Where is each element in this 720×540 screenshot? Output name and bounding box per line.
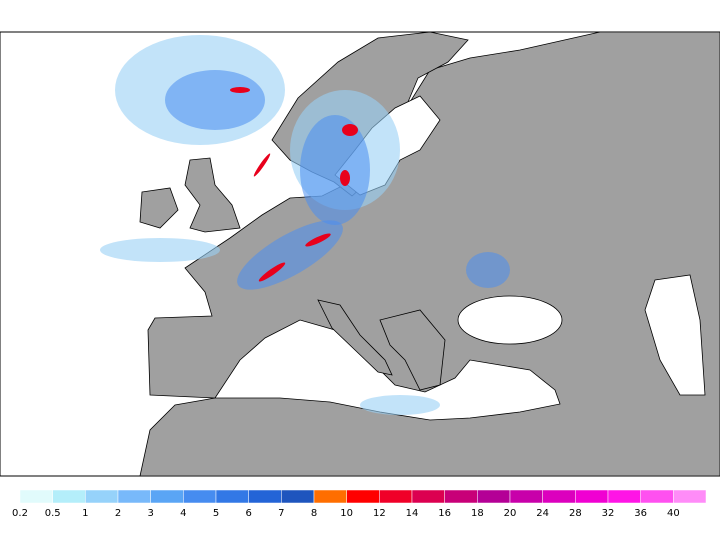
colorbar-box (215, 489, 249, 504)
colorbar-box (85, 489, 119, 504)
precip-area (466, 252, 510, 288)
colorbar-label: 24 (536, 508, 549, 519)
colorbar-box (52, 489, 86, 504)
colorbar-label: 7 (278, 508, 284, 519)
colorbar-label: 12 (373, 508, 386, 519)
colorbar-label: 32 (602, 508, 615, 519)
precip-area (100, 238, 220, 262)
colorbar-label: 36 (634, 508, 647, 519)
colorbar-label: 3 (147, 508, 153, 519)
colorbar-box (673, 489, 707, 504)
colorbar-label: 14 (406, 508, 419, 519)
colorbar-box (117, 489, 151, 504)
colorbar: 0.2 0.5 1 2 3 4 5 6 7 8 10 12 14 16 18 20 24 28 32 36 40 (12, 489, 707, 519)
colorbar-label: 20 (504, 508, 517, 519)
colorbar-label: 8 (311, 508, 317, 519)
colorbar-box (607, 489, 641, 504)
precip-core (253, 153, 271, 177)
precipitation (100, 35, 510, 415)
precip-area (165, 70, 265, 130)
colorbar-box (444, 489, 478, 504)
precip-core (305, 233, 331, 247)
colorbar-label: 0.2 (12, 508, 28, 519)
precip-core (258, 262, 286, 282)
colorbar-label: 10 (340, 508, 353, 519)
colorbar-box (346, 489, 380, 504)
caspian (644, 274, 706, 396)
ireland (139, 187, 179, 229)
colorbar-box (640, 489, 674, 504)
precip-area (360, 395, 440, 415)
colorbar-box (248, 489, 282, 504)
colorbar-label: 40 (667, 508, 680, 519)
precip-area (300, 115, 370, 225)
britain (184, 157, 241, 233)
colorbar-label: 6 (245, 508, 251, 519)
balkans (379, 309, 446, 391)
colorbar-label: 28 (569, 508, 582, 519)
colorbar-box (542, 489, 576, 504)
colorbar-box (509, 489, 543, 504)
colorbar-label: 4 (180, 508, 186, 519)
colorbar-box (150, 489, 184, 504)
precip-core (340, 170, 350, 186)
precip-core (230, 87, 250, 93)
italy (317, 299, 393, 376)
colorbar-label: 1 (82, 508, 88, 519)
colorbar-box (477, 489, 511, 504)
colorbar-label: 16 (438, 508, 451, 519)
colorbar-box (575, 489, 609, 504)
colorbar-box (281, 489, 315, 504)
colorbar-label: 18 (471, 508, 484, 519)
colorbar-label: 2 (115, 508, 121, 519)
colorbar-box (19, 489, 53, 504)
black-sea (457, 295, 563, 345)
colorbar-box (411, 489, 445, 504)
colorbar-box (183, 489, 217, 504)
colorbar-label: 0.5 (45, 508, 61, 519)
colorbar-label: 5 (213, 508, 219, 519)
colorbar-box (379, 489, 413, 504)
precip-core (342, 124, 358, 136)
colorbar-box (313, 489, 347, 504)
